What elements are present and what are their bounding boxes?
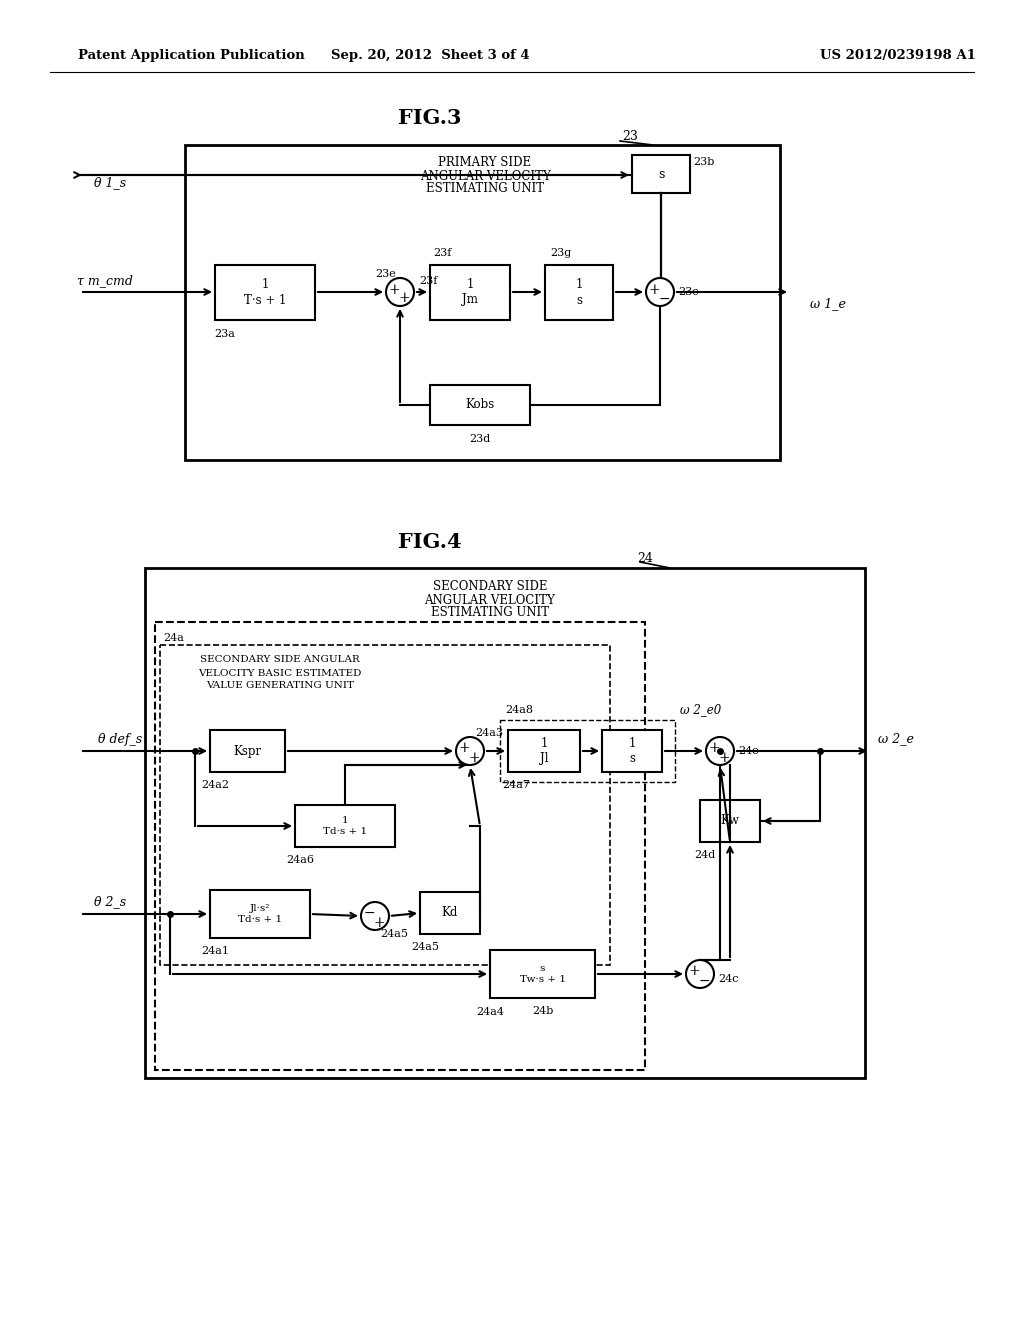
Text: −: − — [698, 974, 710, 987]
Text: θ 1_s: θ 1_s — [94, 177, 126, 190]
Text: ω 2_e: ω 2_e — [878, 733, 913, 746]
Bar — [185, 145, 780, 459]
Text: Kspr: Kspr — [233, 744, 261, 758]
Bar — [295, 805, 395, 847]
Text: 24c: 24c — [718, 974, 738, 983]
Text: Jl·s²
Td·s + 1: Jl·s² Td·s + 1 — [238, 904, 282, 924]
Text: 23d: 23d — [469, 434, 490, 444]
Text: 1
Jm: 1 Jm — [462, 279, 478, 306]
Text: 24a5: 24a5 — [380, 929, 408, 939]
Text: 23b: 23b — [693, 157, 715, 168]
Text: 1
T·s + 1: 1 T·s + 1 — [244, 279, 286, 306]
Text: s
Tw·s + 1: s Tw·s + 1 — [519, 965, 565, 983]
Text: 23f: 23f — [419, 276, 437, 286]
Text: +: + — [458, 741, 470, 755]
Bar — [160, 645, 610, 965]
Text: +: + — [648, 282, 659, 297]
Text: 1
Td·s + 1: 1 Td·s + 1 — [323, 816, 367, 836]
Text: VELOCITY BASIC ESTIMATED: VELOCITY BASIC ESTIMATED — [199, 668, 361, 677]
Text: Patent Application Publication: Patent Application Publication — [78, 49, 305, 62]
Text: +: + — [468, 751, 480, 766]
Text: 24d: 24d — [694, 850, 716, 861]
Bar — [430, 265, 510, 319]
Bar — [210, 890, 310, 939]
Text: +: + — [709, 741, 720, 755]
Text: 24a5: 24a5 — [411, 942, 439, 952]
Text: Sep. 20, 2012  Sheet 3 of 4: Sep. 20, 2012 Sheet 3 of 4 — [331, 49, 529, 62]
Text: 24b: 24b — [531, 1006, 553, 1016]
Text: 1
s: 1 s — [575, 279, 583, 306]
Text: 24e: 24e — [738, 746, 759, 756]
Text: ESTIMATING UNIT: ESTIMATING UNIT — [431, 606, 549, 619]
Text: ANGULAR VELOCITY: ANGULAR VELOCITY — [425, 594, 555, 606]
Text: θ 2_s: θ 2_s — [94, 895, 126, 908]
Text: 24a3: 24a3 — [475, 729, 503, 738]
Bar — [490, 950, 595, 998]
Text: s: s — [657, 168, 665, 181]
Text: τ m_cmd: τ m_cmd — [77, 275, 133, 288]
Bar — [215, 265, 315, 319]
Circle shape — [686, 960, 714, 987]
Text: Kobs: Kobs — [465, 399, 495, 412]
Text: SECONDARY SIDE: SECONDARY SIDE — [433, 581, 547, 594]
Bar — [210, 730, 285, 772]
Text: +: + — [373, 916, 385, 931]
Text: PRIMARY SIDE: PRIMARY SIDE — [438, 157, 531, 169]
Text: 23c: 23c — [678, 286, 698, 297]
Text: −: − — [658, 292, 670, 306]
Text: 24a6: 24a6 — [286, 855, 314, 865]
Bar — [500, 719, 675, 781]
Text: FIG.3: FIG.3 — [398, 108, 462, 128]
Text: ESTIMATING UNIT: ESTIMATING UNIT — [426, 182, 544, 195]
Text: 24a8: 24a8 — [505, 705, 534, 715]
Text: 24a: 24a — [163, 634, 184, 643]
Text: −: − — [364, 906, 375, 920]
Text: Kw: Kw — [721, 814, 739, 828]
Text: 1
s: 1 s — [629, 737, 636, 766]
Text: VALUE GENERATING UNIT: VALUE GENERATING UNIT — [206, 681, 354, 690]
Text: 24: 24 — [637, 552, 653, 565]
Circle shape — [386, 279, 414, 306]
Text: +: + — [388, 282, 399, 297]
Text: 23e: 23e — [376, 269, 396, 279]
Text: ω 2_e0: ω 2_e0 — [680, 704, 721, 717]
Text: 24a4: 24a4 — [476, 1007, 504, 1016]
Circle shape — [361, 902, 389, 931]
Bar — [508, 730, 580, 772]
Text: US 2012/0239198 A1: US 2012/0239198 A1 — [820, 49, 976, 62]
Text: 1
Jl: 1 Jl — [540, 737, 548, 766]
Text: +: + — [718, 751, 730, 766]
Circle shape — [706, 737, 734, 766]
Bar — [632, 154, 690, 193]
Text: 24a2: 24a2 — [201, 780, 229, 789]
Bar — [430, 385, 530, 425]
Text: SECONDARY SIDE ANGULAR: SECONDARY SIDE ANGULAR — [200, 656, 359, 664]
Bar — [155, 622, 645, 1071]
Circle shape — [646, 279, 674, 306]
Bar — [545, 265, 613, 319]
Circle shape — [456, 737, 484, 766]
Text: ω 1_e: ω 1_e — [810, 297, 846, 310]
Text: 24a1: 24a1 — [201, 946, 229, 956]
Text: ANGULAR VELOCITY: ANGULAR VELOCITY — [420, 169, 551, 182]
Text: FIG.4: FIG.4 — [398, 532, 462, 552]
Bar — [602, 730, 662, 772]
Text: 23a: 23a — [215, 329, 236, 339]
Text: θ def_s: θ def_s — [98, 733, 142, 746]
Text: +: + — [398, 290, 410, 305]
Text: 24a7: 24a7 — [502, 780, 530, 789]
Text: 23f: 23f — [433, 248, 452, 257]
Text: Kd: Kd — [441, 907, 458, 920]
Bar — [420, 892, 480, 935]
Text: +: + — [688, 964, 699, 978]
Bar — [700, 800, 760, 842]
Text: 23g: 23g — [550, 248, 571, 257]
Bar — [145, 568, 865, 1078]
Text: 23: 23 — [622, 131, 638, 144]
